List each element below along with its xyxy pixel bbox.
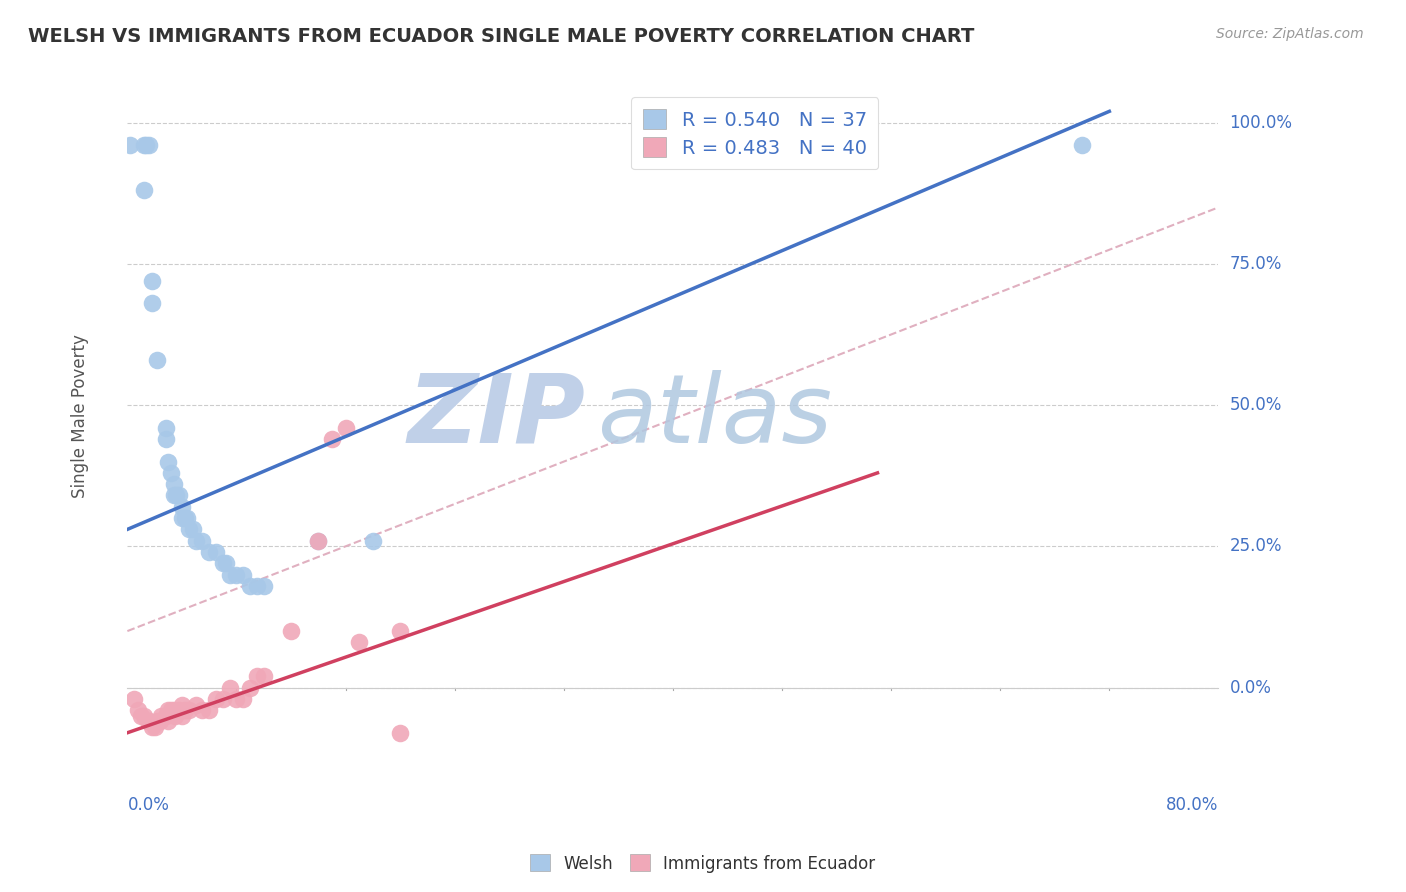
Point xyxy=(127,703,149,717)
Point xyxy=(120,138,142,153)
Point xyxy=(191,703,214,717)
Text: Source: ZipAtlas.com: Source: ZipAtlas.com xyxy=(1216,27,1364,41)
Point xyxy=(211,691,233,706)
Text: 50.0%: 50.0% xyxy=(1230,396,1282,414)
Point xyxy=(163,477,186,491)
Point xyxy=(307,533,329,548)
Text: Single Male Poverty: Single Male Poverty xyxy=(72,334,89,499)
Point xyxy=(253,579,276,593)
Point xyxy=(184,698,207,712)
Point xyxy=(129,708,152,723)
Point xyxy=(150,708,173,723)
Point xyxy=(155,432,177,446)
Legend: Welsh, Immigrants from Ecuador: Welsh, Immigrants from Ecuador xyxy=(524,847,882,880)
Point xyxy=(122,691,145,706)
Point xyxy=(214,556,236,570)
Point xyxy=(143,720,166,734)
Point xyxy=(141,296,163,310)
Point xyxy=(157,454,180,468)
Point xyxy=(335,420,357,434)
Point xyxy=(181,522,204,536)
Text: 0.0%: 0.0% xyxy=(128,796,169,814)
Point xyxy=(132,708,155,723)
Text: atlas: atlas xyxy=(596,370,831,463)
Point xyxy=(141,720,163,734)
Point xyxy=(138,138,160,153)
Point xyxy=(160,466,183,480)
Point xyxy=(205,691,228,706)
Point xyxy=(307,533,329,548)
Text: 80.0%: 80.0% xyxy=(1166,796,1219,814)
Point xyxy=(198,703,221,717)
Point xyxy=(205,545,228,559)
Point xyxy=(136,714,159,729)
Point xyxy=(155,708,177,723)
Point xyxy=(321,432,343,446)
Point xyxy=(165,708,187,723)
Point xyxy=(176,511,198,525)
Point xyxy=(170,708,193,723)
Point xyxy=(218,681,240,695)
Point xyxy=(170,698,193,712)
Point xyxy=(149,714,172,729)
Point xyxy=(246,579,269,593)
Point xyxy=(146,352,169,367)
Point xyxy=(138,714,160,729)
Point xyxy=(170,511,193,525)
Point xyxy=(166,488,188,502)
Point xyxy=(167,488,190,502)
Point xyxy=(173,703,195,717)
Point xyxy=(167,703,190,717)
Text: 0.0%: 0.0% xyxy=(1230,679,1271,697)
Point xyxy=(225,567,247,582)
Point xyxy=(389,624,412,638)
Point xyxy=(191,533,214,548)
Point xyxy=(155,420,177,434)
Text: ZIP: ZIP xyxy=(408,370,586,463)
Point xyxy=(239,681,262,695)
Text: 25.0%: 25.0% xyxy=(1230,537,1282,556)
Point xyxy=(389,725,412,739)
Point xyxy=(280,624,302,638)
Text: 75.0%: 75.0% xyxy=(1230,255,1282,273)
Point xyxy=(211,556,233,570)
Point xyxy=(170,500,193,514)
Point xyxy=(132,138,155,153)
Point xyxy=(239,579,262,593)
Point xyxy=(184,533,207,548)
Point xyxy=(141,274,163,288)
Point xyxy=(198,545,221,559)
Point xyxy=(1071,138,1094,153)
Point xyxy=(163,703,186,717)
Point xyxy=(135,138,157,153)
Point xyxy=(160,703,183,717)
Point xyxy=(157,714,180,729)
Text: WELSH VS IMMIGRANTS FROM ECUADOR SINGLE MALE POVERTY CORRELATION CHART: WELSH VS IMMIGRANTS FROM ECUADOR SINGLE … xyxy=(28,27,974,45)
Point xyxy=(349,635,371,649)
Point xyxy=(232,567,254,582)
Point xyxy=(218,567,240,582)
Point xyxy=(225,691,247,706)
Point xyxy=(157,703,180,717)
Point xyxy=(177,703,200,717)
Point xyxy=(177,522,200,536)
Point xyxy=(163,488,186,502)
Point xyxy=(246,669,269,683)
Point xyxy=(146,714,169,729)
Point xyxy=(232,691,254,706)
Point xyxy=(361,533,384,548)
Point xyxy=(253,669,276,683)
Point xyxy=(173,511,195,525)
Text: 100.0%: 100.0% xyxy=(1230,113,1292,132)
Point xyxy=(132,183,155,197)
Legend: R = 0.540   N = 37, R = 0.483   N = 40: R = 0.540 N = 37, R = 0.483 N = 40 xyxy=(631,97,879,169)
